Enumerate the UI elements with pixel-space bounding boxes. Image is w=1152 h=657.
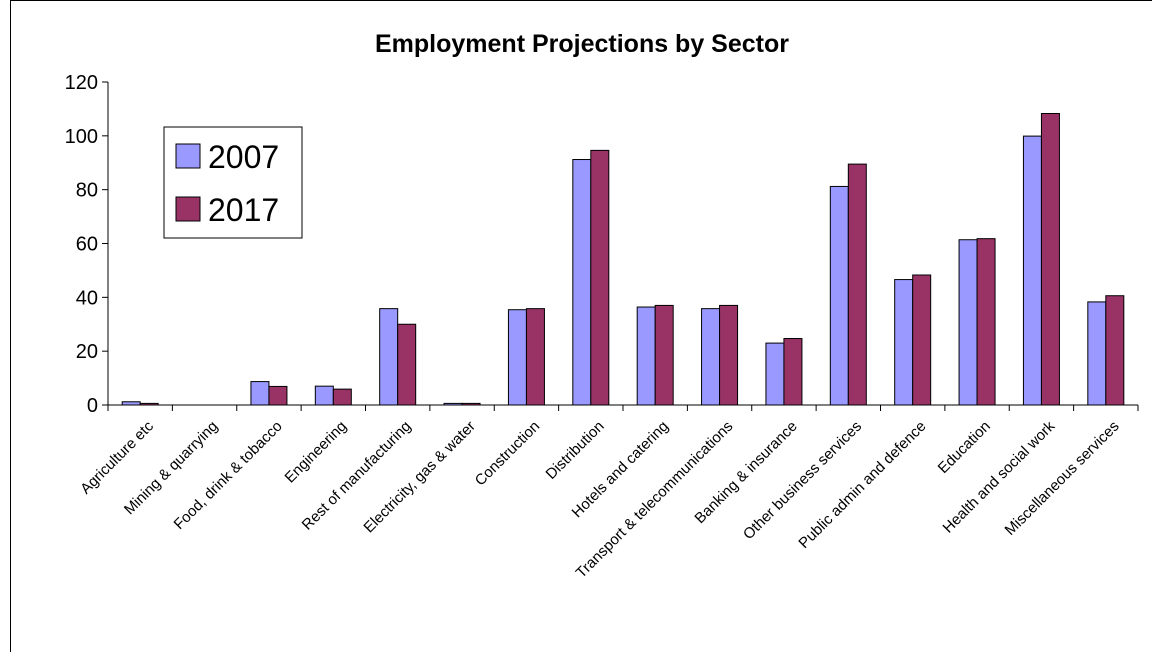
legend-label: 2007: [208, 139, 279, 175]
bar-2007-7: [573, 160, 591, 405]
bar-2017-8: [655, 305, 673, 405]
legend-swatch-2007: [176, 144, 200, 168]
chart-title: Employment Projections by Sector: [375, 30, 789, 58]
bar-2007-6: [508, 310, 526, 405]
bar-2007-8: [637, 307, 655, 405]
y-tick-label: 80: [76, 180, 98, 202]
legend-label: 2017: [208, 192, 279, 228]
bar-2017-10: [784, 339, 802, 405]
bar-2017-4: [398, 324, 416, 405]
bar-2007-10: [766, 343, 784, 405]
y-tick-label: 0: [87, 395, 98, 417]
y-tick-label: 40: [76, 287, 98, 309]
bar-2017-15: [1106, 296, 1124, 405]
bar-2007-11: [830, 186, 848, 405]
bar-2007-15: [1088, 302, 1106, 405]
bar-2017-9: [720, 305, 738, 405]
bar-2017-13: [977, 239, 995, 405]
y-tick-label: 100: [65, 126, 98, 148]
bar-2007-13: [959, 240, 977, 405]
bar-2017-3: [333, 389, 351, 405]
y-tick-label: 60: [76, 234, 98, 256]
bar-2007-9: [702, 309, 720, 405]
bar-2017-12: [913, 275, 931, 405]
bar-2017-6: [526, 309, 544, 405]
bar-2017-7: [591, 150, 609, 405]
legend-swatch-2017: [176, 197, 200, 221]
y-tick-label: 20: [76, 341, 98, 363]
bar-2007-14: [1023, 136, 1041, 405]
bar-2007-4: [380, 309, 398, 405]
bar-2017-2: [269, 386, 287, 405]
bar-2007-12: [895, 280, 913, 405]
bar-2007-3: [315, 386, 333, 405]
y-tick-label: 120: [65, 72, 98, 94]
bar-2007-2: [251, 382, 269, 405]
bar-2017-11: [848, 164, 866, 405]
bar-2017-14: [1041, 113, 1059, 405]
